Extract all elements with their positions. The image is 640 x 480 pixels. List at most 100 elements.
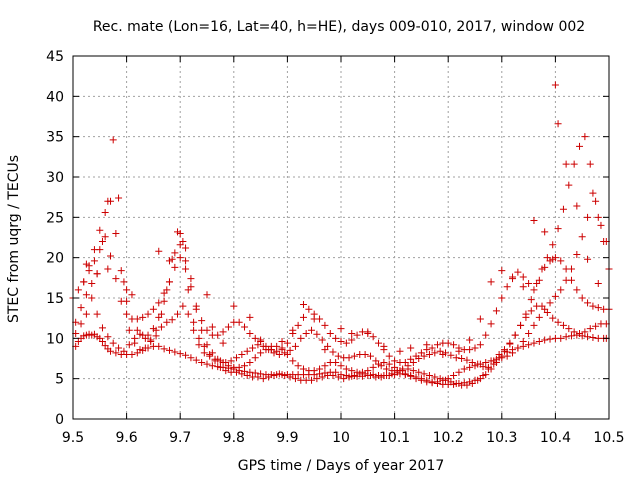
data-point	[117, 267, 125, 275]
data-point	[149, 325, 157, 333]
data-point	[530, 321, 538, 329]
data-point	[128, 350, 136, 358]
axis-ticks: 9.5 9.6 9.7 9.8 9.9 10 10.1 10.2 10.3 10.4 10.5 0 5 1…	[46, 49, 624, 446]
data-point	[463, 356, 471, 364]
data-point	[243, 347, 251, 355]
data-point	[144, 331, 152, 339]
data-point	[348, 336, 356, 344]
data-point	[120, 278, 128, 286]
data-point	[476, 315, 484, 323]
x-axis-label: GPS time / Days of year 2017	[238, 458, 445, 474]
data-point	[98, 238, 106, 246]
data-point	[286, 373, 294, 381]
data-point	[107, 252, 115, 260]
data-point	[570, 328, 578, 336]
data-point	[334, 373, 342, 381]
data-point	[192, 305, 200, 313]
data-point	[557, 334, 565, 342]
data-point	[377, 373, 385, 381]
data-point	[358, 368, 366, 376]
data-point	[592, 322, 600, 330]
data-point	[567, 332, 575, 340]
data-point	[289, 357, 297, 365]
data-point	[487, 278, 495, 286]
data-point	[299, 300, 307, 308]
data-point	[198, 317, 206, 325]
data-point	[155, 313, 163, 321]
y-tick-label: 10	[46, 331, 64, 347]
data-point	[476, 360, 484, 368]
data-point	[125, 341, 133, 349]
data-point	[458, 355, 466, 362]
data-point	[409, 367, 417, 375]
data-point	[584, 299, 592, 307]
y-tick-label: 40	[46, 89, 64, 105]
data-point	[203, 341, 211, 349]
data-point	[241, 323, 249, 331]
data-point	[251, 354, 259, 362]
data-point	[329, 371, 337, 379]
data-point	[308, 326, 316, 334]
data-point	[551, 292, 559, 300]
data-point	[573, 202, 581, 210]
data-point	[286, 346, 294, 354]
data-point	[283, 350, 291, 358]
data-point	[498, 294, 506, 302]
data-point	[452, 380, 460, 388]
data-point	[257, 349, 265, 357]
x-tick-label: 9.8	[223, 430, 245, 446]
data-point	[375, 339, 383, 347]
data-point	[471, 344, 479, 352]
data-point	[353, 331, 361, 339]
data-point	[594, 304, 602, 312]
data-point	[345, 373, 353, 381]
data-point	[535, 338, 543, 346]
data-point	[428, 344, 436, 352]
data-point	[176, 241, 184, 249]
data-point	[450, 341, 458, 349]
data-point	[101, 208, 109, 216]
data-point	[182, 257, 190, 265]
data-point	[251, 369, 259, 377]
data-point	[482, 359, 490, 367]
data-point	[517, 321, 525, 329]
data-point	[104, 265, 112, 273]
data-point	[332, 334, 340, 342]
data-point	[184, 310, 192, 318]
chart-title: Rec. mate (Lon=16, Lat=40, h=HE), days 0…	[93, 19, 585, 35]
data-point	[115, 194, 123, 202]
data-point	[232, 368, 240, 376]
data-point	[187, 354, 195, 362]
data-point	[431, 349, 439, 357]
data-point	[182, 265, 190, 273]
data-point	[425, 350, 433, 358]
data-point	[80, 278, 88, 286]
data-point	[444, 375, 452, 383]
data-point	[216, 363, 224, 371]
data-point	[278, 338, 286, 346]
data-point	[535, 313, 543, 321]
data-point	[125, 326, 133, 334]
data-point	[366, 352, 374, 360]
data-point	[98, 338, 106, 346]
data-point	[313, 375, 321, 383]
data-point	[509, 349, 517, 357]
data-point	[439, 350, 447, 358]
x-tick-label: 10.4	[540, 430, 571, 446]
data-point	[498, 354, 506, 362]
data-point	[417, 375, 425, 383]
data-point	[270, 371, 278, 379]
data-point	[476, 341, 484, 349]
data-point	[423, 376, 431, 384]
data-point	[549, 255, 557, 263]
data-point	[131, 339, 139, 347]
data-point	[519, 338, 527, 346]
data-point	[554, 120, 562, 128]
y-tick-label: 30	[46, 170, 64, 186]
data-point	[503, 352, 511, 360]
data-point	[557, 257, 565, 265]
data-point	[412, 373, 420, 381]
data-point	[589, 302, 597, 310]
data-point	[77, 304, 85, 312]
data-point	[155, 342, 163, 350]
